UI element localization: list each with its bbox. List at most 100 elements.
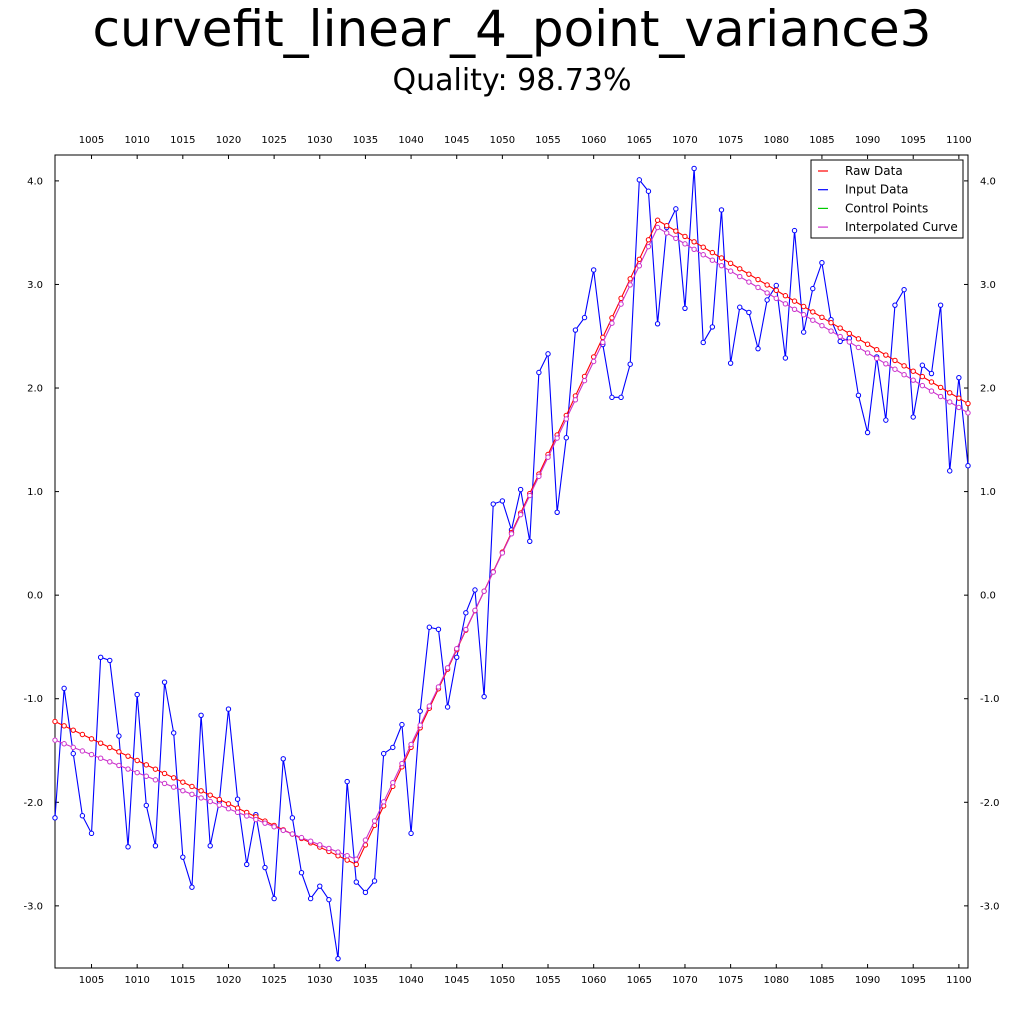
chart-subtitle: Quality: 98.73% [392,63,632,98]
raw-data-point [874,346,880,353]
input-data-point [819,260,825,266]
interpolated-curve-point [317,842,323,848]
x-tick-label-bottom: 1025 [261,975,286,986]
raw-data-point [956,395,962,401]
input-data-point [289,815,296,821]
interpolated-curve-point [79,748,86,754]
raw-data-point [143,762,150,768]
y-tick-label-right: -1.0 [980,694,1000,705]
raw-data-point [901,363,907,369]
input-data-point [143,802,150,809]
interpolated-curve-point [563,416,569,422]
input-data-point [79,813,86,819]
input-data-point [161,679,168,685]
input-data-point [654,321,661,327]
interpolated-curve-point [682,241,688,247]
interpolated-curve-point [499,550,506,556]
raw-data-point [207,792,213,798]
input-data-point [581,314,588,321]
input-data-point [463,610,469,616]
interpolated-curve-point [481,588,487,594]
input-data-point [371,878,378,884]
raw-data-point [97,740,104,746]
legend-label-raw-data: Raw Data [845,164,903,178]
x-tick-label-bottom: 1075 [718,975,743,986]
interpolated-curve-point [170,784,177,790]
interpolated-curve-point [764,290,770,296]
interpolated-curve-point [234,809,241,816]
input-data-point [490,501,496,507]
x-tick-label-bottom: 1070 [672,975,697,986]
x-tick-label-top: 1025 [261,135,286,146]
raw-data-point [52,718,58,725]
input-data-point [399,721,405,728]
x-tick-label-bottom: 1020 [216,975,241,986]
interpolated-curve-point [198,795,204,801]
y-tick-label-left: 2.0 [27,384,43,395]
interpolated-curve-point [508,531,515,537]
interpolated-curve-point [271,824,277,830]
interpolated-curve-point [88,751,95,758]
interpolated-curve-point [180,787,186,794]
input-data-point [152,843,159,849]
input-data-point [244,861,250,868]
x-tick-label-bottom: 1010 [124,975,149,986]
input-data-point [545,351,551,357]
raw-data-point [883,352,889,358]
series-layer [52,165,971,962]
x-tick-label-bottom: 1050 [490,975,515,986]
interpolated-curve-point [216,802,223,808]
raw-data-series [52,217,971,868]
input-data-point [107,657,113,664]
interpolated-curve-point [919,382,926,389]
y-tick-label-left: -3.0 [23,901,43,912]
raw-data-point [161,770,168,777]
raw-data-point [928,379,935,385]
y-tick-label-right: -2.0 [980,798,1000,809]
raw-data-point [700,244,706,250]
input-data-point [262,864,268,871]
x-tick-label-bottom: 1100 [946,975,971,986]
input-data-line [54,168,969,959]
interpolated-curve-point [116,762,122,769]
raw-data-point [691,239,697,245]
x-tick-label-bottom: 1015 [170,975,195,986]
input-data-point [791,227,798,234]
input-data-point [225,706,232,712]
interpolated-curve-point [618,301,624,307]
x-tick-label-top: 1095 [900,135,925,146]
input-data-point [70,750,76,757]
interpolated-curve-point [691,246,697,253]
interpolated-curve-series [52,224,971,862]
x-tick-label-top: 1060 [581,135,606,146]
interpolated-curve-point [435,684,442,690]
raw-data-point [636,256,643,262]
input-data-point [947,468,953,474]
x-tick-label-top: 1040 [398,135,423,146]
interpolated-curve-point [70,744,76,751]
interpolated-curve-point [454,645,460,652]
legend: Raw Data Input Data Control Points Interpol… [810,159,964,239]
x-tick-label-bottom: 1090 [855,975,880,986]
interpolated-curve-point [645,243,652,250]
interpolated-curve-point [353,856,359,862]
input-data-point [965,463,971,469]
x-tick-label-top: 1015 [170,135,195,146]
input-data-point [52,815,58,821]
interpolated-curve-point [864,350,871,356]
interpolated-curve-point [673,235,679,242]
input-data-point [919,362,926,368]
raw-data-point [353,861,359,868]
input-data-point [910,414,916,420]
interpolated-curve-point [727,268,734,274]
interpolated-curve-point [664,230,670,236]
raw-data-point [88,736,95,742]
x-tick-label-top: 1070 [672,135,697,146]
raw-data-point [170,775,177,781]
raw-data-point [627,276,633,282]
input-data-point [800,329,807,335]
x-tick-label-top: 1080 [764,135,789,146]
raw-data-point [673,228,679,234]
input-data-point [755,345,761,352]
